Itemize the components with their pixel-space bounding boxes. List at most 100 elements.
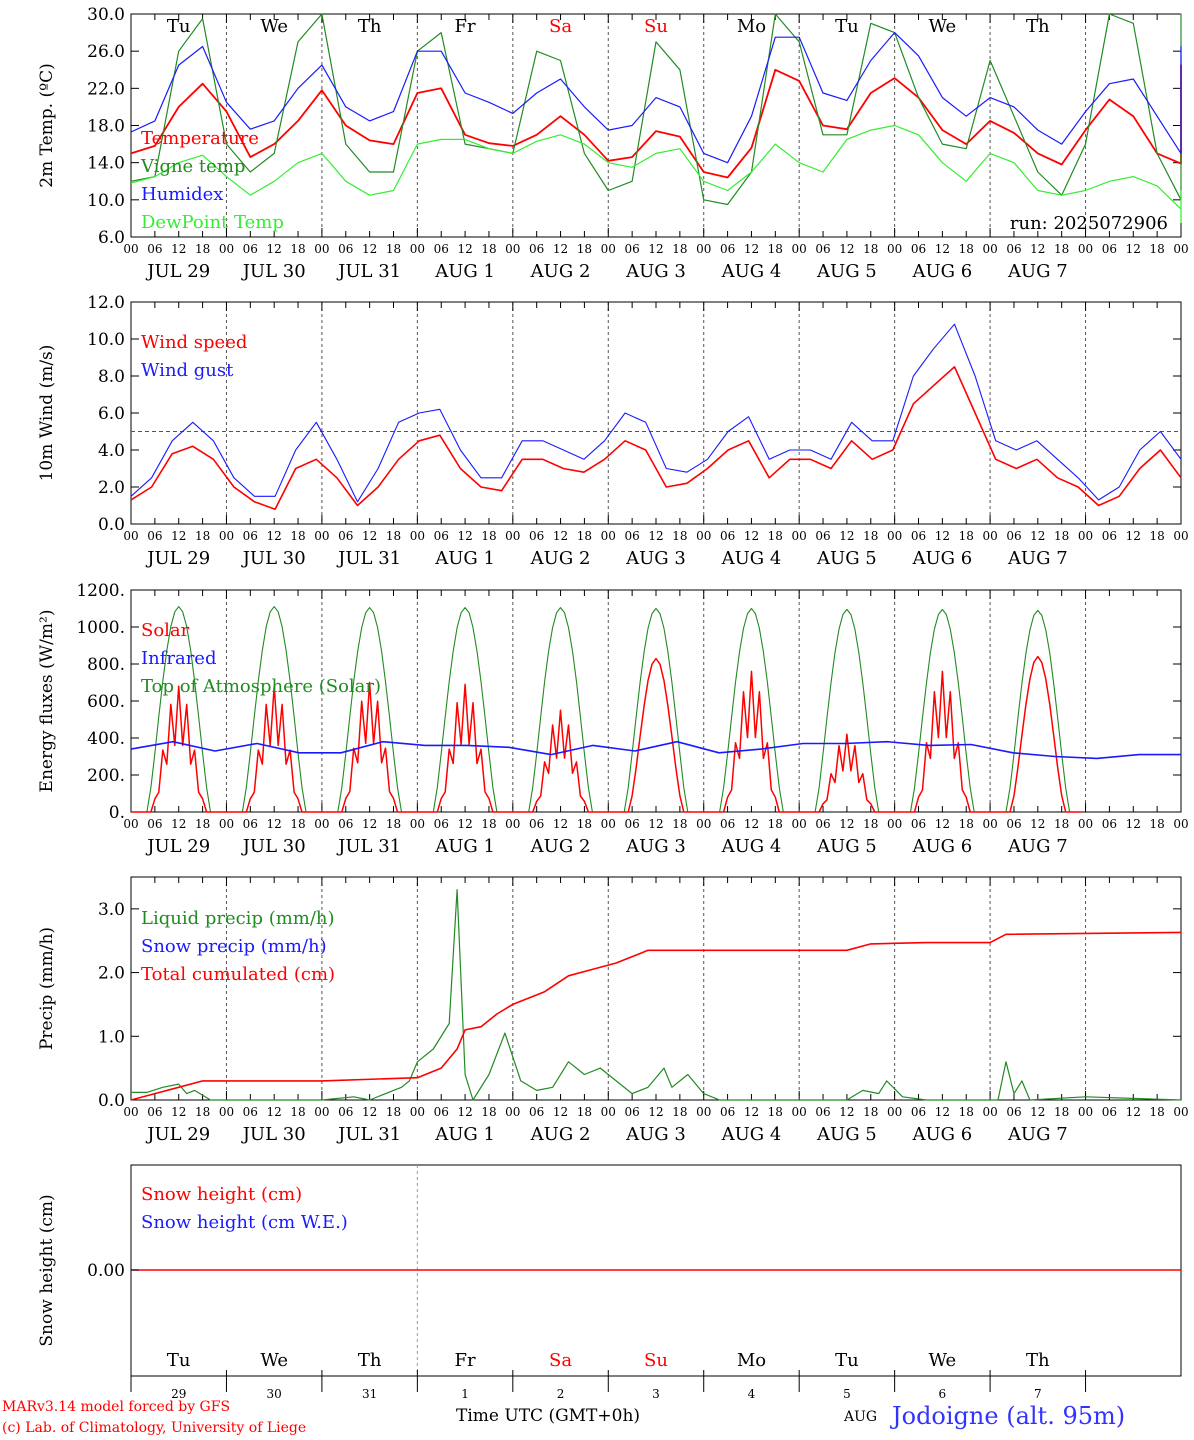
- hour-tick-label: 12: [1030, 1105, 1045, 1119]
- hour-tick-label: 18: [577, 242, 592, 256]
- legend-entry: Liquid precip (mm/h): [141, 908, 335, 929]
- date-label: AUG 5: [816, 1124, 877, 1145]
- series-line-total: [130, 931, 1182, 1101]
- hour-tick-label: 06: [434, 529, 449, 543]
- hour-tick-label: 00: [696, 242, 711, 256]
- y-tick-label: 2.0: [98, 478, 125, 498]
- legend-entry: Humidex: [141, 184, 223, 205]
- hour-tick-label: 06: [338, 1105, 353, 1119]
- hour-tick-label: 00: [1173, 817, 1188, 831]
- hour-tick-label: 12: [362, 1105, 377, 1119]
- day-name-label: Mo: [737, 1350, 766, 1371]
- hour-tick-label: 00: [314, 529, 329, 543]
- hour-tick-label: 06: [720, 817, 735, 831]
- hour-tick-label: 06: [147, 529, 162, 543]
- hour-tick-label: 12: [362, 242, 377, 256]
- day-number-label: 2: [557, 1387, 565, 1401]
- date-label: AUG 6: [911, 261, 972, 282]
- legend-entry: Snow height (cm W.E.): [141, 1212, 348, 1233]
- hour-tick-label: 18: [195, 242, 210, 256]
- hour-tick-label: 12: [457, 817, 472, 831]
- hour-tick-label: 12: [935, 1105, 950, 1119]
- y-tick-label: 4.0: [98, 441, 125, 461]
- hour-tick-label: 00: [1173, 529, 1188, 543]
- day-name-label: Th: [1026, 1350, 1050, 1371]
- hour-tick-label: 18: [1054, 242, 1069, 256]
- series-line-wind-gust: [130, 323, 1182, 503]
- hour-tick-label: 00: [505, 1105, 520, 1119]
- hour-tick-label: 18: [1149, 242, 1164, 256]
- hour-tick-label: 18: [1149, 1105, 1164, 1119]
- plot-frame: [130, 589, 1182, 813]
- hour-tick-label: 12: [935, 529, 950, 543]
- hour-tick-label: 12: [553, 242, 568, 256]
- y-axis-label: Snow height (cm): [37, 1194, 57, 1346]
- hour-tick-label: 12: [1126, 817, 1141, 831]
- series-line-humidex: [130, 31, 1182, 164]
- date-label: JUL 29: [145, 548, 210, 569]
- y-tick-label: 30.0: [87, 5, 125, 25]
- hour-tick-label: 00: [219, 817, 234, 831]
- copyright-credit: (c) Lab. of Climatology, University of L…: [2, 1420, 307, 1436]
- date-label: AUG 6: [911, 1124, 972, 1145]
- legend-entry: Wind gust: [141, 360, 234, 381]
- hour-tick-label: 12: [744, 529, 759, 543]
- day-number-label: 29: [171, 1387, 186, 1401]
- hour-tick-label: 06: [815, 1105, 830, 1119]
- hour-tick-label: 06: [434, 242, 449, 256]
- day-name-label: We: [929, 16, 957, 37]
- hour-tick-label: 12: [171, 242, 186, 256]
- hour-tick-label: 06: [243, 242, 258, 256]
- series-line-solar: [131, 655, 1082, 813]
- hour-tick-label: 12: [744, 242, 759, 256]
- date-label: AUG 1: [434, 1124, 495, 1145]
- hour-tick-label: 12: [744, 1105, 759, 1119]
- hour-tick-label: 18: [481, 242, 496, 256]
- hour-tick-label: 00: [219, 242, 234, 256]
- hour-tick-label: 00: [887, 1105, 902, 1119]
- hour-tick-label: 18: [1149, 817, 1164, 831]
- hour-tick-label: 00: [219, 529, 234, 543]
- hour-tick-label: 00: [792, 529, 807, 543]
- hour-tick-label: 06: [1102, 817, 1117, 831]
- hour-tick-label: 12: [553, 817, 568, 831]
- legend-entry: Solar: [141, 620, 190, 641]
- hour-tick-label: 06: [911, 1105, 926, 1119]
- date-label: AUG 3: [625, 548, 686, 569]
- hour-tick-label: 12: [648, 817, 663, 831]
- legend-entry: Infrared: [141, 648, 216, 669]
- hour-tick-label: 18: [768, 1105, 783, 1119]
- hour-tick-label: 18: [863, 529, 878, 543]
- hour-tick-label: 18: [290, 242, 305, 256]
- day-number-label: 3: [652, 1387, 660, 1401]
- day-name-label: Sa: [549, 1350, 572, 1371]
- hour-tick-label: 06: [1006, 1105, 1021, 1119]
- hour-tick-label: 00: [792, 1105, 807, 1119]
- series-line-vigne-temp: [130, 13, 1182, 206]
- hour-tick-label: 18: [195, 817, 210, 831]
- series-line-temperature: [130, 64, 1182, 179]
- hour-tick-label: 12: [648, 529, 663, 543]
- hour-tick-label: 18: [386, 1105, 401, 1119]
- hour-tick-label: 12: [1030, 817, 1045, 831]
- day-name-label: We: [260, 1350, 288, 1371]
- hour-tick-label: 06: [1006, 817, 1021, 831]
- hour-tick-label: 18: [672, 242, 687, 256]
- hour-tick-label: 00: [601, 1105, 616, 1119]
- hour-tick-label: 12: [648, 242, 663, 256]
- date-label: AUG 6: [911, 548, 972, 569]
- hour-tick-label: 00: [792, 817, 807, 831]
- date-label: AUG 2: [530, 1124, 591, 1145]
- hour-tick-label: 06: [243, 817, 258, 831]
- hour-tick-label: 00: [601, 817, 616, 831]
- day-number-label: 5: [843, 1387, 851, 1401]
- day-number-label: 31: [362, 1387, 377, 1401]
- time-axis-label: Time UTC (GMT+0h): [456, 1406, 641, 1426]
- date-label: AUG 6: [911, 836, 972, 857]
- hour-tick-label: 18: [863, 242, 878, 256]
- hour-tick-label: 06: [529, 1105, 544, 1119]
- y-tick-label: 0.00: [87, 1261, 125, 1281]
- hour-tick-label: 18: [959, 529, 974, 543]
- hour-tick-label: 00: [410, 1105, 425, 1119]
- y-tick-label: 14.0: [87, 154, 125, 174]
